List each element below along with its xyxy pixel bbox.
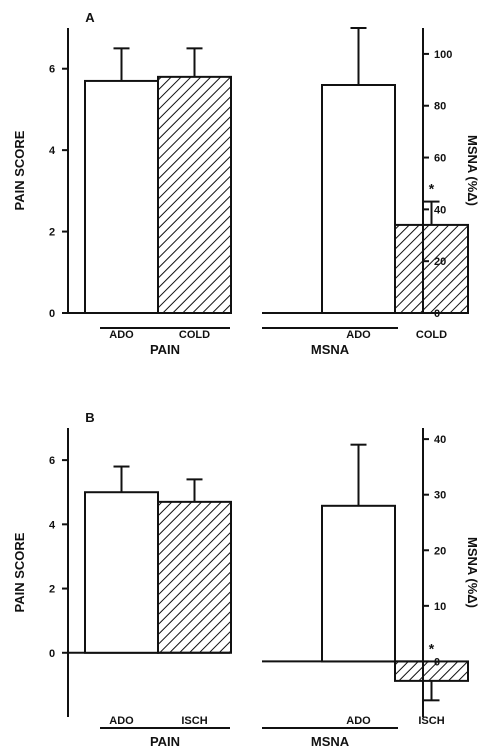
left-tick-label: 6 — [49, 64, 55, 76]
bar-pain-isch — [157, 500, 232, 654]
left-axis-label: PAIN SCORE — [12, 130, 27, 210]
left-tick-label: 6 — [49, 455, 55, 467]
group-label: PAIN — [150, 342, 180, 357]
left-tick-label: 2 — [49, 227, 55, 239]
right-tick-label: 60 — [434, 153, 446, 165]
panel-label: B — [85, 410, 94, 425]
right-axis-label: MSNA (%Δ) — [465, 135, 480, 206]
significance-marker: * — [429, 640, 435, 656]
group-label: MSNA — [311, 734, 350, 749]
group-label: PAIN — [150, 734, 180, 749]
bar-pain-cold — [157, 75, 232, 314]
category-label: ISCH — [181, 715, 207, 727]
left-tick-label: 4 — [49, 145, 56, 157]
right-tick-label: 0 — [434, 308, 440, 320]
category-label: ADO — [109, 329, 134, 341]
bar-pain-ado — [84, 491, 159, 654]
left-tick-label: 0 — [49, 648, 55, 660]
left-tick-label: 0 — [49, 308, 55, 320]
right-axis-label: MSNA (%Δ) — [465, 537, 480, 608]
right-tick-label: 100 — [434, 49, 452, 61]
bar-msna-isch — [394, 660, 469, 682]
bar-msna-ado — [321, 84, 396, 314]
right-tick-label: 40 — [434, 434, 446, 446]
category-label: ISCH — [418, 715, 444, 727]
group-label: MSNA — [311, 342, 350, 357]
bar-msna-cold — [394, 223, 469, 314]
right-tick-label: 80 — [434, 101, 446, 113]
category-label: ADO — [346, 329, 371, 341]
right-tick-label: 30 — [434, 490, 446, 502]
category-label: ADO — [346, 715, 371, 727]
left-axis-label: PAIN SCORE — [12, 532, 27, 612]
left-tick-label: 4 — [49, 519, 56, 531]
right-tick-label: 40 — [434, 204, 446, 216]
bar-msna-ado — [321, 504, 396, 663]
category-label: ADO — [109, 715, 134, 727]
category-label: COLD — [416, 329, 447, 341]
right-tick-label: 10 — [434, 601, 446, 613]
left-tick-label: 2 — [49, 584, 55, 596]
right-tick-label: 20 — [434, 545, 446, 557]
category-label: COLD — [179, 329, 210, 341]
bar-pain-ado — [84, 79, 159, 314]
panel-label: A — [85, 10, 95, 25]
significance-marker: * — [429, 181, 435, 197]
